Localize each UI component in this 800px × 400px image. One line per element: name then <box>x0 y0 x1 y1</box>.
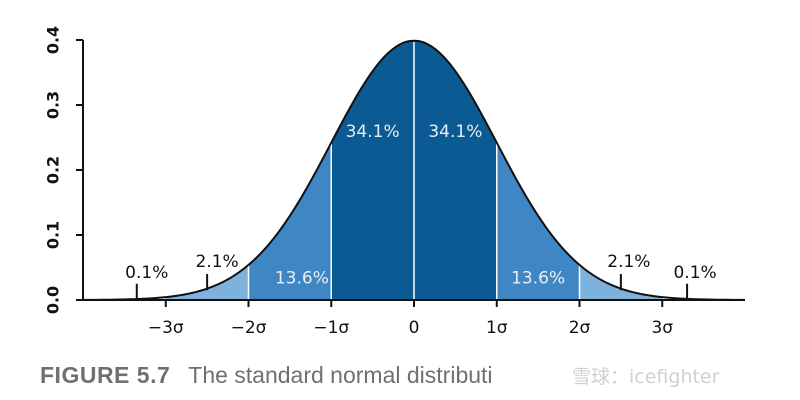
label-34-left: 34.1% <box>346 122 400 142</box>
x-tick-label: 1σ <box>486 318 508 338</box>
x-tick-label: −3σ <box>148 318 184 338</box>
x-tick-label: 0 <box>409 318 420 338</box>
x-tick-label: 3σ <box>651 318 673 338</box>
region-1 <box>165 264 249 300</box>
normal-distribution-chart: 0.0 0.1 0.2 0.3 0.4 −3σ −2σ −1σ 0 1σ 2σ 3σ 34.1% 34.1… <box>44 26 746 338</box>
y-tick-label: 0.2 <box>44 156 63 184</box>
region-3 <box>331 40 414 300</box>
y-tick-label: 0.0 <box>44 286 63 314</box>
label-2-right: 2.1% <box>607 252 650 272</box>
figure-number: FIGURE 5.7 <box>40 362 171 388</box>
x-tick-label: −2σ <box>231 318 267 338</box>
figure-caption: FIGURE 5.7 The standard normal distributi <box>40 362 493 389</box>
label-2-left: 2.1% <box>196 252 239 272</box>
label-01-left: 0.1% <box>125 263 168 283</box>
figure-title: The standard normal distributi <box>188 362 493 388</box>
x-tick-label: 2σ <box>569 318 591 338</box>
label-34-right: 34.1% <box>428 122 482 142</box>
y-tick-label: 0.3 <box>44 91 63 119</box>
label-01-right: 0.1% <box>673 263 716 283</box>
region-4 <box>414 40 497 300</box>
label-13-left: 13.6% <box>275 269 329 289</box>
y-tick-label: 0.1 <box>44 221 63 249</box>
region-6 <box>579 264 663 300</box>
label-13-right: 13.6% <box>511 269 565 289</box>
watermark: 雪球：icefighter <box>572 366 720 388</box>
x-tick-label: −1σ <box>313 318 349 338</box>
y-tick-label: 0.4 <box>44 26 63 54</box>
density-curve <box>82 39 746 301</box>
